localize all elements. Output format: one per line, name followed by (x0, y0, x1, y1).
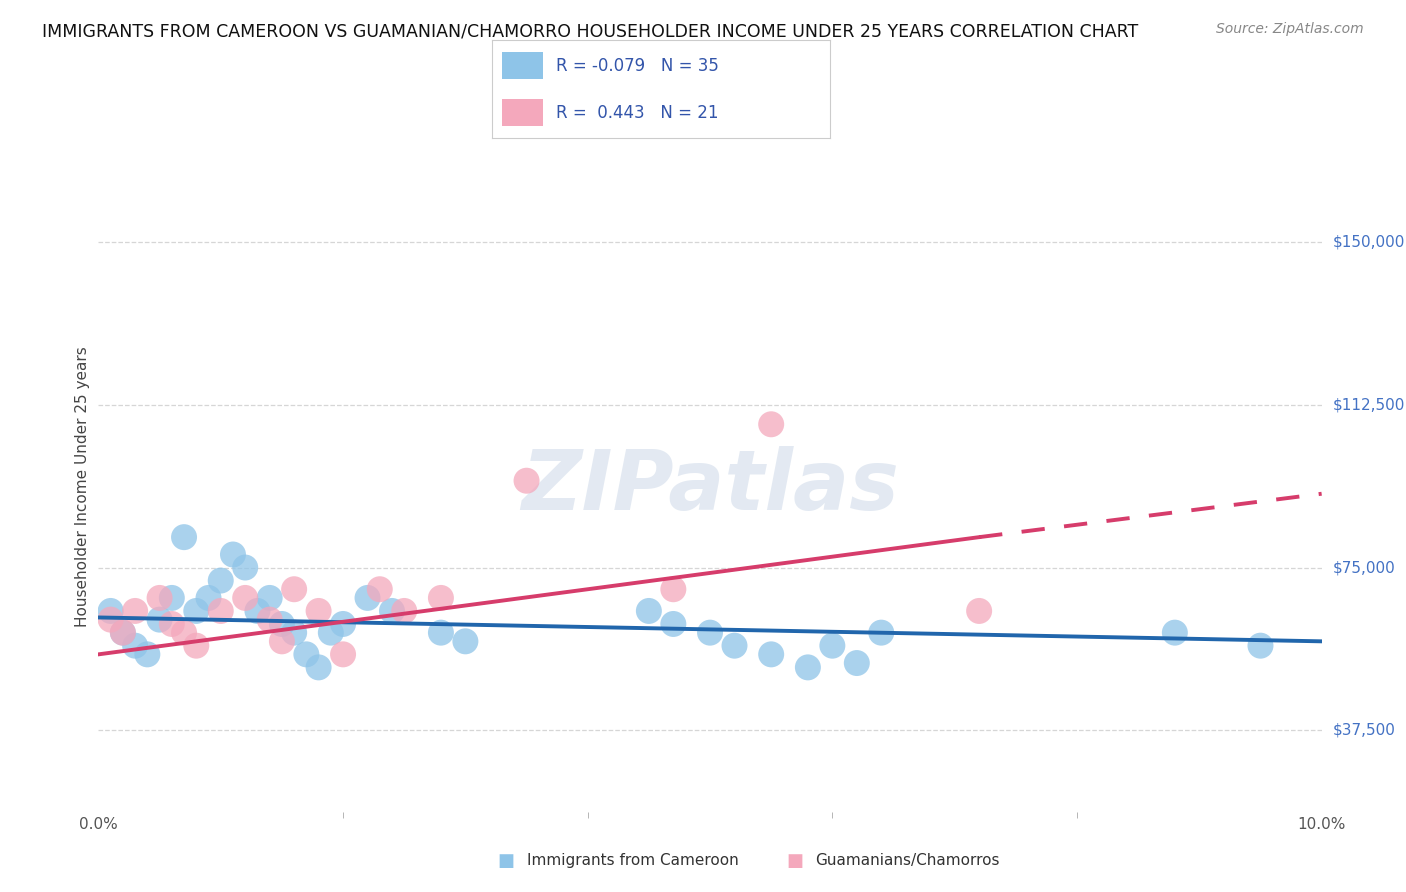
Point (1164, 625, 1187, 640)
Text: $150,000: $150,000 (1333, 235, 1405, 250)
Point (111, 625, 134, 640)
Point (160, 617, 183, 632)
Text: R = -0.079   N = 35: R = -0.079 N = 35 (557, 57, 718, 75)
Point (662, 617, 685, 632)
Point (845, 656, 868, 670)
Point (160, 591, 183, 605)
Text: Immigrants from Cameroon: Immigrants from Cameroon (527, 854, 740, 868)
Point (308, 660, 330, 674)
Point (149, 613, 172, 627)
Point (100, 604, 122, 618)
Point (454, 634, 477, 648)
Point (759, 417, 782, 432)
Point (259, 613, 281, 627)
Point (356, 591, 378, 605)
Point (797, 660, 820, 674)
Text: IMMIGRANTS FROM CAMEROON VS GUAMANIAN/CHAMORRO HOUSEHOLDER INCOME UNDER 25 YEARS: IMMIGRANTS FROM CAMEROON VS GUAMANIAN/CH… (42, 22, 1139, 40)
FancyBboxPatch shape (502, 52, 543, 79)
Point (381, 604, 404, 618)
Point (136, 648, 159, 662)
Point (967, 604, 990, 618)
Point (222, 548, 245, 562)
Point (259, 591, 281, 605)
Point (246, 604, 269, 618)
Point (662, 582, 685, 597)
Point (368, 582, 391, 597)
Point (283, 582, 305, 597)
Point (111, 625, 134, 640)
Point (870, 625, 893, 640)
Text: $112,500: $112,500 (1333, 397, 1405, 412)
Point (295, 648, 318, 662)
Point (392, 604, 416, 618)
Point (283, 625, 305, 640)
Point (186, 639, 208, 653)
Text: $75,000: $75,000 (1333, 560, 1396, 575)
FancyBboxPatch shape (502, 99, 543, 127)
Text: ■: ■ (786, 852, 803, 870)
Point (124, 639, 146, 653)
Point (430, 625, 453, 640)
Point (270, 634, 292, 648)
Point (308, 604, 330, 618)
Point (821, 639, 844, 653)
Point (100, 613, 122, 627)
Point (209, 574, 232, 588)
Point (186, 604, 208, 618)
Point (516, 474, 538, 488)
Point (173, 625, 195, 640)
Text: R =  0.443   N = 21: R = 0.443 N = 21 (557, 103, 718, 121)
Text: $37,500: $37,500 (1333, 723, 1396, 738)
Text: Guamanians/Chamorros: Guamanians/Chamorros (815, 854, 1000, 868)
Point (149, 591, 172, 605)
Text: Source: ZipAtlas.com: Source: ZipAtlas.com (1216, 22, 1364, 37)
Point (209, 604, 232, 618)
Point (1249, 639, 1271, 653)
Point (233, 591, 256, 605)
Point (699, 625, 721, 640)
Point (124, 604, 146, 618)
Point (197, 591, 219, 605)
Point (723, 639, 745, 653)
Point (270, 617, 292, 632)
Text: ■: ■ (498, 852, 515, 870)
Point (430, 591, 453, 605)
Y-axis label: Householder Income Under 25 years: Householder Income Under 25 years (75, 346, 90, 626)
Point (173, 530, 195, 544)
Point (637, 604, 661, 618)
Point (332, 648, 354, 662)
Text: ZIPatlas: ZIPatlas (522, 446, 898, 526)
Point (759, 648, 782, 662)
Point (233, 560, 256, 574)
Point (332, 617, 354, 632)
Point (319, 625, 342, 640)
